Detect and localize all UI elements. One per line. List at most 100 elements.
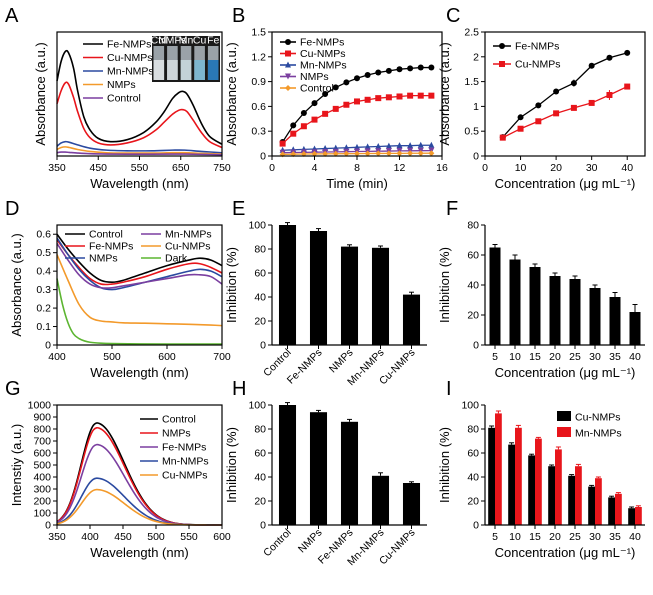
x-tick-label: 500 <box>147 531 165 543</box>
panel-h: Control NMPsFe-NMPsMn-NMPsCu-NMPs02040608… <box>224 400 427 568</box>
x-tick-label: 25 <box>569 531 581 543</box>
x-tick-label: 10 <box>509 531 521 543</box>
data-point <box>300 123 307 130</box>
x-tick-label: 650 <box>172 162 190 174</box>
bar <box>569 279 581 345</box>
data-point <box>332 150 339 157</box>
inset-label: NMPs <box>158 35 187 47</box>
data-point <box>354 143 360 150</box>
bar <box>515 427 522 525</box>
data-point <box>375 69 382 76</box>
x-tick-label: 30 <box>586 162 598 174</box>
x-tick-label: 12 <box>394 162 406 174</box>
series-line <box>56 140 223 154</box>
panel-c: 0 10 20 30 40 0 0.5 1 1.5 2 2.5 Concentration (μg m… <box>437 27 646 191</box>
panel-letter-g: G <box>5 378 21 400</box>
data-point <box>499 134 506 141</box>
data-point <box>375 142 382 149</box>
data-point <box>417 141 424 148</box>
x-axis-label: Concentration (μg mL⁻¹) <box>495 545 636 560</box>
y-tick-label: 1.5 <box>464 76 479 88</box>
data-point <box>535 102 542 109</box>
y-tick-label: 0.2 <box>36 303 51 315</box>
series-line <box>56 81 223 149</box>
x-tick-label: 40 <box>629 531 641 543</box>
cuvette-solution <box>167 60 178 80</box>
y-tick-label: 40 <box>254 472 266 484</box>
series-mn-nmps <box>56 140 223 154</box>
data-point <box>428 92 435 99</box>
bar <box>508 444 515 525</box>
x-tick-label: 40 <box>621 162 633 174</box>
data-point <box>300 110 307 117</box>
x-tick-label: 750 <box>213 162 231 174</box>
data-point <box>624 83 631 90</box>
x-tick-label: NMPs <box>296 527 325 556</box>
legend-label: Fe-NMPs <box>515 41 559 53</box>
data-point <box>375 150 382 157</box>
series-line <box>56 49 223 145</box>
y-axis-label: Intenstiy (a.u.) <box>9 424 24 506</box>
y-tick-label: 2.5 <box>464 27 479 39</box>
x-tick-label: 0 <box>482 162 488 174</box>
y-tick-label: 0 <box>473 520 479 532</box>
bar <box>629 312 641 345</box>
y-tick-label: 0 <box>473 151 479 163</box>
legend-label: Fe-NMPs <box>107 39 151 51</box>
y-tick-label: 0 <box>473 340 479 352</box>
bar <box>568 475 575 525</box>
bar <box>488 427 495 525</box>
data-point <box>364 143 371 150</box>
data-point <box>396 150 403 157</box>
cuvette-solution <box>180 60 192 80</box>
data-point <box>624 49 631 56</box>
data-point <box>332 84 339 91</box>
y-tick-label: 100 <box>248 220 266 232</box>
legend-label: Cu-NMPs <box>165 241 211 253</box>
data-point <box>279 140 286 147</box>
y-tick-label: 0 <box>260 340 266 352</box>
legend-marker <box>285 85 291 91</box>
x-axis-label: Wavelength (nm) <box>90 176 189 191</box>
legend-marker <box>285 61 291 68</box>
data-point <box>311 116 318 123</box>
bar <box>609 297 621 345</box>
bar <box>509 259 521 345</box>
legend-label: Mn-NMPs <box>575 428 622 440</box>
series-fe-nmps <box>499 49 631 141</box>
bar <box>278 225 297 345</box>
x-axis-label: Wavelength (nm) <box>90 545 189 560</box>
data-point <box>606 54 613 61</box>
y-axis-label: Inhibition (%) <box>224 247 239 323</box>
data-point <box>343 101 350 108</box>
legend-label: NMPs <box>300 71 329 83</box>
series-nmps <box>56 146 223 155</box>
series-control <box>56 151 223 156</box>
x-tick-label: 16 <box>436 162 448 174</box>
panel-letter-d: D <box>5 198 19 220</box>
x-tick-label: 400 <box>81 531 99 543</box>
bar <box>340 246 359 345</box>
panel-a: 350 450 550 650 750 Wavelength (nm) Absorbance… <box>33 31 231 191</box>
data-point <box>535 118 542 125</box>
data-point <box>428 141 435 148</box>
series-line <box>56 243 223 289</box>
series-line <box>56 278 222 345</box>
y-tick-label: 500 <box>33 460 51 472</box>
data-point <box>517 125 524 132</box>
inset-label: Mn <box>179 35 194 47</box>
panel-f: 5 10 15 20 25 30 35 40 0 20 40 60 80 Concentration (μ… <box>437 220 645 380</box>
x-tick-label: 30 <box>589 531 601 543</box>
panel-letter-f: F <box>446 198 458 220</box>
cuvette-solution <box>153 60 165 80</box>
series-line <box>502 52 628 138</box>
y-tick-label: 20 <box>254 316 266 328</box>
y-tick-label: 0 <box>260 151 266 163</box>
data-point <box>364 150 371 157</box>
data-point <box>332 105 339 112</box>
bar <box>575 466 582 525</box>
x-axis-label: Wavelength (nm) <box>90 365 189 380</box>
data-point <box>385 150 392 157</box>
legend-marker <box>499 61 505 67</box>
